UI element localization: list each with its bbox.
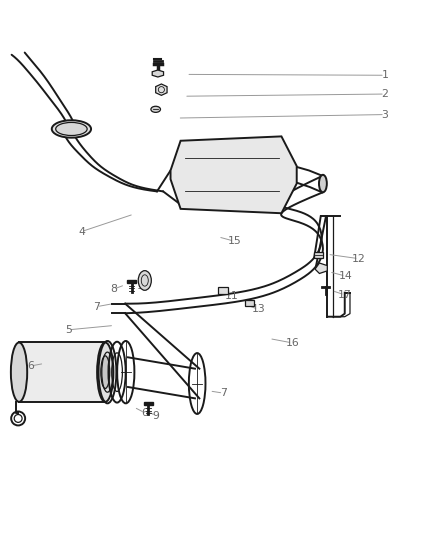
Polygon shape [19, 343, 105, 402]
Text: 3: 3 [381, 110, 389, 119]
Ellipse shape [319, 175, 327, 192]
Text: 15: 15 [227, 236, 241, 246]
Text: 6: 6 [141, 408, 148, 418]
Text: 5: 5 [65, 325, 72, 335]
Polygon shape [152, 70, 163, 77]
Text: 9: 9 [152, 411, 159, 421]
Bar [218, 287, 228, 294]
Text: 7: 7 [93, 302, 100, 312]
Ellipse shape [151, 106, 160, 112]
Text: 7: 7 [220, 388, 227, 398]
Text: 4: 4 [78, 227, 85, 237]
Polygon shape [155, 84, 167, 95]
Text: 17: 17 [338, 290, 352, 300]
Text: 11: 11 [225, 291, 239, 301]
Ellipse shape [138, 271, 151, 290]
Ellipse shape [52, 120, 91, 138]
Text: 12: 12 [352, 254, 366, 264]
Ellipse shape [56, 123, 87, 135]
Bar [245, 300, 254, 306]
Text: 13: 13 [251, 304, 265, 314]
Text: 8: 8 [110, 284, 117, 294]
Polygon shape [315, 263, 327, 273]
Text: 1: 1 [381, 70, 389, 80]
Text: 14: 14 [339, 271, 353, 281]
Ellipse shape [101, 356, 110, 389]
Text: 10: 10 [137, 281, 151, 291]
Text: 2: 2 [381, 89, 389, 99]
Bar [144, 402, 152, 405]
Bar [127, 280, 136, 283]
Bar [314, 252, 323, 258]
Text: 6: 6 [27, 361, 34, 371]
Ellipse shape [97, 343, 113, 402]
Ellipse shape [11, 343, 27, 402]
Polygon shape [170, 136, 297, 213]
Text: 16: 16 [286, 338, 299, 348]
